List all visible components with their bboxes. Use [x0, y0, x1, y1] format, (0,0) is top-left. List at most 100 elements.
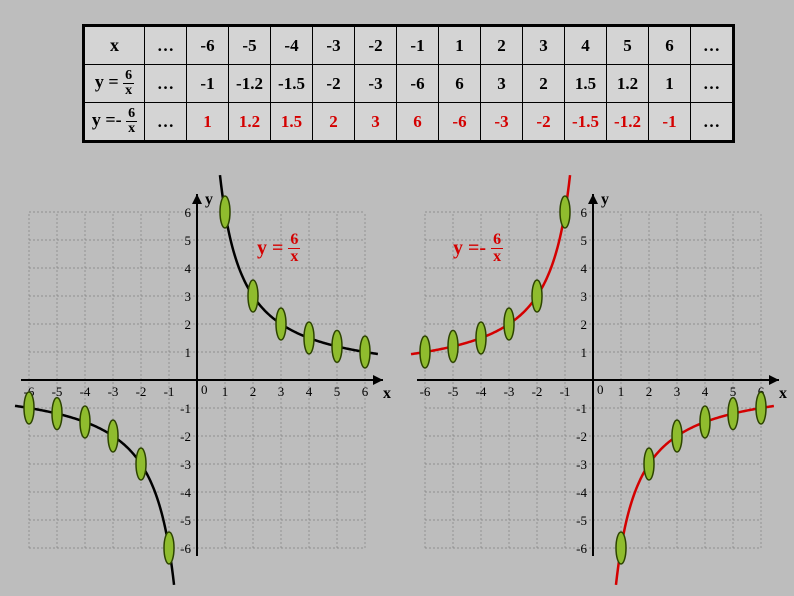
svg-text:x: x [383, 385, 391, 402]
svg-text:4: 4 [306, 384, 313, 399]
table-row-x: x … -6 -5 -4 -3 -2 -1 1 2 3 4 5 6 … [85, 27, 733, 65]
svg-text:-5: -5 [448, 384, 459, 399]
cell: 5 [607, 27, 649, 65]
table-row-y1: y = 6x … -1 -1.2 -1.5 -2 -3 -6 6 3 2 1.5… [85, 65, 733, 103]
cell: -1.5 [271, 65, 313, 103]
cell: -1.2 [607, 103, 649, 141]
svg-text:-5: -5 [52, 384, 63, 399]
cell: 4 [565, 27, 607, 65]
svg-text:-1: -1 [180, 401, 191, 416]
svg-text:y: y [205, 191, 213, 208]
svg-text:-3: -3 [108, 384, 119, 399]
cell: -1 [397, 27, 439, 65]
svg-text:-4: -4 [576, 485, 587, 500]
cell: 1.5 [565, 65, 607, 103]
chart-label-y2: y =- 6x [453, 232, 503, 265]
cell: -1.2 [229, 65, 271, 103]
cell: … [691, 27, 733, 65]
cell: 3 [481, 65, 523, 103]
svg-text:5: 5 [334, 384, 341, 399]
svg-text:1: 1 [618, 384, 625, 399]
svg-text:-1: -1 [560, 384, 571, 399]
cell: 2 [481, 27, 523, 65]
svg-text:-2: -2 [180, 429, 191, 444]
svg-text:2: 2 [250, 384, 257, 399]
cell: -1 [649, 103, 691, 141]
table-row-y2: y =- 6x … 1 1.2 1.5 2 3 6 -6 -3 -2 -1.5 … [85, 103, 733, 141]
svg-text:-6: -6 [576, 541, 587, 556]
svg-text:-4: -4 [180, 485, 191, 500]
chart-label-y1: y = 6x [257, 232, 300, 265]
svg-text:1: 1 [185, 345, 192, 360]
svg-text:6: 6 [185, 205, 192, 220]
svg-text:-2: -2 [136, 384, 147, 399]
svg-text:-1: -1 [164, 384, 175, 399]
cell: -5 [229, 27, 271, 65]
svg-text:-2: -2 [576, 429, 587, 444]
svg-text:-5: -5 [576, 513, 587, 528]
cell: 1.2 [607, 65, 649, 103]
cell: 1.5 [271, 103, 313, 141]
cell: -6 [439, 103, 481, 141]
svg-text:1: 1 [581, 345, 588, 360]
svg-text:3: 3 [185, 289, 192, 304]
svg-text:3: 3 [674, 384, 681, 399]
cell: -1.5 [565, 103, 607, 141]
cell: -4 [271, 27, 313, 65]
cell: 6 [397, 103, 439, 141]
svg-text:-4: -4 [80, 384, 91, 399]
cell: … [145, 103, 187, 141]
cell: -2 [355, 27, 397, 65]
cell: -6 [397, 65, 439, 103]
chart-negative: xy-6-5-4-3-2-10123456-6-5-4-3-2-1123456 … [398, 170, 788, 590]
cell: 1 [439, 27, 481, 65]
cell: 1 [187, 103, 229, 141]
chart-svg: xy-6-5-4-3-2-10123456-6-5-4-3-2-1123456 [2, 170, 392, 590]
row-header-y2: y =- 6x [85, 103, 145, 141]
svg-text:2: 2 [185, 317, 192, 332]
cell: -1 [187, 65, 229, 103]
cell: … [691, 65, 733, 103]
svg-text:4: 4 [702, 384, 709, 399]
row-header-y1: y = 6x [85, 65, 145, 103]
chart-positive: xy-6-5-4-3-2-10123456-6-5-4-3-2-1123456 … [2, 170, 392, 590]
cell: 3 [355, 103, 397, 141]
svg-text:-6: -6 [420, 384, 431, 399]
svg-text:5: 5 [185, 233, 192, 248]
svg-text:-6: -6 [180, 541, 191, 556]
svg-text:-2: -2 [532, 384, 543, 399]
svg-text:-3: -3 [504, 384, 515, 399]
svg-text:-1: -1 [576, 401, 587, 416]
cell: 1.2 [229, 103, 271, 141]
svg-text:5: 5 [581, 233, 588, 248]
svg-text:y: y [601, 191, 609, 208]
cell: … [691, 103, 733, 141]
svg-text:2: 2 [646, 384, 653, 399]
cell: -2 [523, 103, 565, 141]
cell: 6 [649, 27, 691, 65]
cell: … [145, 65, 187, 103]
cell: 2 [523, 65, 565, 103]
svg-text:-3: -3 [180, 457, 191, 472]
svg-text:3: 3 [581, 289, 588, 304]
svg-text:x: x [779, 385, 787, 402]
svg-text:1: 1 [222, 384, 229, 399]
svg-text:4: 4 [185, 261, 192, 276]
cell: … [145, 27, 187, 65]
svg-text:5: 5 [730, 384, 737, 399]
svg-text:-4: -4 [476, 384, 487, 399]
cell: -6 [187, 27, 229, 65]
svg-text:6: 6 [581, 205, 588, 220]
cell: 1 [649, 65, 691, 103]
svg-text:6: 6 [362, 384, 369, 399]
values-table: x … -6 -5 -4 -3 -2 -1 1 2 3 4 5 6 … y = … [82, 24, 735, 143]
cell: 3 [523, 27, 565, 65]
row-header-x: x [85, 27, 145, 65]
cell: -3 [355, 65, 397, 103]
svg-text:3: 3 [278, 384, 285, 399]
svg-text:0: 0 [201, 382, 208, 397]
cell: -2 [313, 65, 355, 103]
svg-text:-5: -5 [180, 513, 191, 528]
cell: -3 [481, 103, 523, 141]
cell: 6 [439, 65, 481, 103]
